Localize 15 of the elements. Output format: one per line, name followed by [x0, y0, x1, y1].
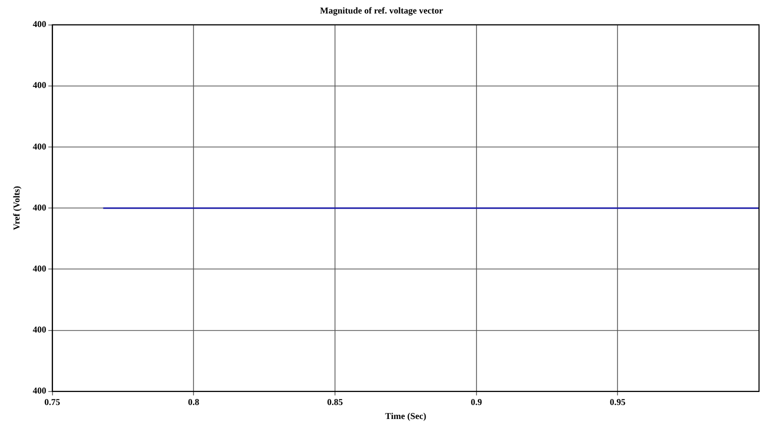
- y-tick-label: 400: [32, 202, 47, 212]
- x-tick-label: 0.8: [188, 397, 200, 408]
- x-tick-label: 0.75: [44, 397, 61, 408]
- x-axis-title: Time (Sec): [385, 410, 426, 421]
- x-tick-label: 0.9: [470, 397, 482, 408]
- y-tick-label: 400: [32, 264, 47, 274]
- chart-title: Magnitude of ref. voltage vector: [320, 6, 444, 16]
- y-tick-label: 400: [32, 324, 47, 335]
- x-tick-label: 0.95: [610, 397, 626, 408]
- y-axis-title: Vref (Volts): [12, 186, 22, 230]
- y-tick-label: 400: [32, 19, 47, 30]
- y-tick-label: 400: [32, 141, 47, 152]
- x-tick-label: 0.85: [327, 397, 344, 408]
- y-tick-label: 400: [32, 80, 47, 90]
- y-tick-label: 400: [32, 386, 47, 396]
